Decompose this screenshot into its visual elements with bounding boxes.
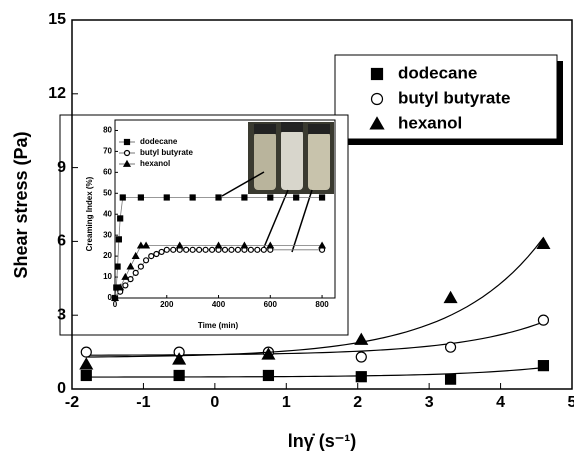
x-tick-label: -1 (136, 394, 150, 411)
marker (372, 94, 383, 105)
marker (154, 252, 159, 257)
marker (115, 264, 120, 269)
y-tick-label: 50 (103, 188, 112, 197)
marker (174, 370, 184, 380)
marker (116, 237, 121, 242)
marker (123, 283, 128, 288)
marker (80, 358, 92, 369)
marker (216, 195, 221, 200)
y-tick-label: 15 (48, 11, 66, 28)
y-tick-label: 40 (103, 209, 112, 218)
x-tick-label: 1 (282, 394, 291, 411)
x-tick-label: 4 (496, 394, 505, 411)
marker (356, 352, 366, 362)
marker (210, 247, 215, 252)
marker (184, 247, 189, 252)
legend-label: butyl butyrate (140, 148, 193, 157)
marker (538, 315, 548, 325)
marker (248, 247, 253, 252)
y-tick-label: 0 (57, 380, 66, 397)
marker (171, 247, 176, 252)
x-tick-label: 800 (315, 300, 329, 309)
legend-label: dodecane (140, 137, 178, 146)
x-tick-label: 200 (160, 300, 174, 309)
chart: Shear stress (Pa) lnγ̇ (s⁻¹) Creaming In… (0, 0, 574, 459)
marker (294, 195, 299, 200)
marker (445, 292, 457, 303)
marker (81, 370, 91, 380)
fit-curve (86, 368, 543, 378)
marker (229, 247, 234, 252)
marker (197, 247, 202, 252)
marker (242, 195, 247, 200)
marker (355, 334, 367, 345)
x-tick-label: -2 (65, 394, 79, 411)
marker (446, 374, 456, 384)
x-tick-label: 5 (568, 394, 574, 411)
y-tick-label: 6 (57, 233, 66, 250)
marker (125, 140, 130, 145)
marker (190, 247, 195, 252)
marker (446, 342, 456, 352)
marker (320, 195, 325, 200)
marker (223, 247, 228, 252)
x-tick-label: 0 (210, 394, 219, 411)
marker (164, 247, 169, 252)
x-tick-label: 3 (425, 394, 434, 411)
marker (125, 151, 130, 156)
legend-label: hexanol (398, 113, 462, 132)
marker (81, 347, 91, 357)
y-tick-label: 12 (48, 85, 66, 102)
x-tick-label: 600 (264, 300, 278, 309)
x-tick-label: 0 (113, 300, 118, 309)
y-tick-label: 60 (103, 167, 112, 176)
marker (159, 249, 164, 254)
y-tick-label: 10 (103, 272, 112, 281)
x-tick-label: 400 (212, 300, 226, 309)
marker (372, 69, 383, 80)
marker (255, 247, 260, 252)
x-axis-title: lnγ̇ (s⁻¹) (288, 431, 357, 451)
y-tick-label: 20 (103, 251, 112, 260)
marker (164, 195, 169, 200)
marker (268, 195, 273, 200)
inset-y-title: Creaming Index (%) (85, 176, 94, 251)
y-axis-title: Shear stress (Pa) (11, 131, 31, 278)
photo (248, 122, 334, 194)
marker (263, 370, 273, 380)
marker (190, 195, 195, 200)
y-tick-label: 70 (103, 147, 112, 156)
marker (203, 247, 208, 252)
legend-label: hexanol (140, 159, 170, 168)
y-tick-label: 30 (103, 230, 112, 239)
marker (235, 247, 240, 252)
y-tick-label: 3 (57, 306, 66, 323)
y-tick-label: 9 (57, 159, 66, 176)
marker (133, 270, 138, 275)
marker (138, 264, 143, 269)
marker (144, 258, 149, 263)
legend-label: dodecane (398, 63, 477, 82)
marker (538, 361, 548, 371)
x-tick-label: 2 (353, 394, 362, 411)
marker (118, 216, 123, 221)
y-tick-label: 80 (103, 126, 112, 135)
marker (356, 372, 366, 382)
legend-label: butyl butyrate (398, 88, 510, 107)
marker (120, 195, 125, 200)
marker (138, 195, 143, 200)
inset-x-title: Time (min) (198, 321, 239, 330)
marker (261, 247, 266, 252)
marker (149, 254, 154, 259)
